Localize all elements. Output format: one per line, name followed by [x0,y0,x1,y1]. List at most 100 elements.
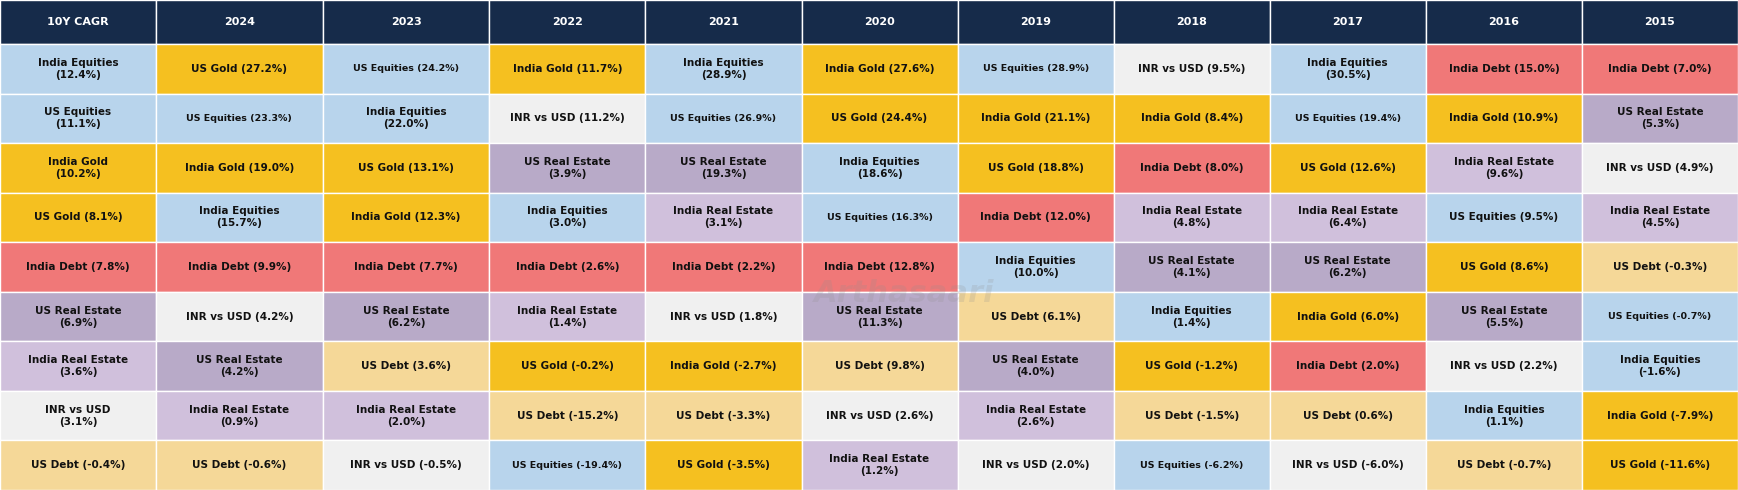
Text: India Equities
(28.9%): India Equities (28.9%) [683,58,763,80]
Text: US Equities (9.5%): US Equities (9.5%) [1449,213,1559,222]
Bar [490,242,645,292]
Bar [323,342,490,391]
Text: INR vs USD (2.0%): INR vs USD (2.0%) [982,460,1090,470]
Bar [1114,342,1270,391]
Bar [1270,0,1425,44]
Bar [156,342,323,391]
Text: INR vs USD (9.5%): INR vs USD (9.5%) [1138,64,1246,74]
Text: India Debt (2.2%): India Debt (2.2%) [671,262,775,272]
Bar [490,94,645,143]
Text: US Gold (24.4%): US Gold (24.4%) [831,113,928,123]
Bar [801,441,958,490]
Bar [958,94,1114,143]
Bar [1270,94,1425,143]
Text: US Debt (-3.3%): US Debt (-3.3%) [676,411,770,421]
Bar [1582,342,1738,391]
Text: INR vs USD (4.2%): INR vs USD (4.2%) [186,312,294,321]
Text: US Gold (8.6%): US Gold (8.6%) [1460,262,1549,272]
Bar [156,193,323,242]
Text: India Gold (8.4%): India Gold (8.4%) [1140,113,1243,123]
Text: India Gold (19.0%): India Gold (19.0%) [184,163,294,173]
Bar [0,391,156,441]
Bar [323,441,490,490]
Text: INR vs USD
(3.1%): INR vs USD (3.1%) [45,405,111,427]
Text: India Gold (-7.9%): India Gold (-7.9%) [1606,411,1714,421]
Bar [1114,193,1270,242]
Text: US Real Estate
(4.1%): US Real Estate (4.1%) [1149,256,1236,278]
Bar [0,94,156,143]
Bar [645,193,801,242]
Text: India Debt (15.0%): India Debt (15.0%) [1448,64,1559,74]
Text: US Debt (-0.3%): US Debt (-0.3%) [1613,262,1707,272]
Text: India Equities
(-1.6%): India Equities (-1.6%) [1620,355,1700,377]
Text: 2019: 2019 [1020,17,1051,27]
Bar [323,143,490,193]
Bar [156,94,323,143]
Text: US Equities (-0.7%): US Equities (-0.7%) [1608,312,1712,321]
Bar [645,0,801,44]
Bar [1582,441,1738,490]
Text: India Real Estate
(9.6%): India Real Estate (9.6%) [1453,157,1554,179]
Text: US Real Estate
(5.3%): US Real Estate (5.3%) [1616,107,1703,129]
Text: 2023: 2023 [391,17,421,27]
Bar [1425,193,1582,242]
Bar [1270,391,1425,441]
Text: 2018: 2018 [1177,17,1208,27]
Text: India Equities
(15.7%): India Equities (15.7%) [200,206,280,228]
Bar [1425,242,1582,292]
Bar [645,342,801,391]
Text: 2016: 2016 [1488,17,1519,27]
Bar [1425,441,1582,490]
Text: India Debt (2.0%): India Debt (2.0%) [1297,361,1399,371]
Text: US Equities
(11.1%): US Equities (11.1%) [45,107,111,129]
Bar [801,193,958,242]
Text: INR vs USD (-6.0%): INR vs USD (-6.0%) [1291,460,1404,470]
Text: US Equities (23.3%): US Equities (23.3%) [186,114,292,123]
Text: US Equities (-6.2%): US Equities (-6.2%) [1140,461,1243,470]
Bar [0,143,156,193]
Bar [1270,441,1425,490]
Text: INR vs USD (2.2%): INR vs USD (2.2%) [1449,361,1557,371]
Text: US Real Estate
(6.9%): US Real Estate (6.9%) [35,306,122,327]
Bar [1425,391,1582,441]
Bar [1114,391,1270,441]
Bar [156,44,323,94]
Text: India Real Estate
(2.6%): India Real Estate (2.6%) [985,405,1086,427]
Text: 2015: 2015 [1644,17,1675,27]
Bar [801,94,958,143]
Text: US Real Estate
(4.2%): US Real Estate (4.2%) [196,355,283,377]
Bar [1425,292,1582,342]
Bar [0,441,156,490]
Text: 2022: 2022 [553,17,582,27]
Bar [1114,0,1270,44]
Text: Arthasaari: Arthasaari [813,279,994,309]
Text: US Debt (-0.7%): US Debt (-0.7%) [1456,460,1550,470]
Bar [323,44,490,94]
Bar [1270,242,1425,292]
Text: India Real Estate
(1.4%): India Real Estate (1.4%) [518,306,617,327]
Bar [1114,441,1270,490]
Bar [958,143,1114,193]
Text: US Debt (-15.2%): US Debt (-15.2%) [516,411,619,421]
Bar [0,193,156,242]
Text: US Gold (13.1%): US Gold (13.1%) [358,163,454,173]
Text: US Debt (3.6%): US Debt (3.6%) [362,361,452,371]
Bar [801,242,958,292]
Bar [156,292,323,342]
Text: India Real Estate
(2.0%): India Real Estate (2.0%) [356,405,455,427]
Text: India Equities
(30.5%): India Equities (30.5%) [1307,58,1389,80]
Text: India Debt (7.0%): India Debt (7.0%) [1608,64,1712,74]
Bar [1270,44,1425,94]
Text: US Real Estate
(4.0%): US Real Estate (4.0%) [992,355,1079,377]
Bar [958,441,1114,490]
Bar [323,391,490,441]
Text: India Real Estate
(1.2%): India Real Estate (1.2%) [829,454,930,476]
Bar [958,44,1114,94]
Bar [645,391,801,441]
Text: INR vs USD (-0.5%): INR vs USD (-0.5%) [349,460,462,470]
Text: India Equities
(12.4%): India Equities (12.4%) [38,58,118,80]
Text: US Real Estate
(3.9%): US Real Estate (3.9%) [525,157,610,179]
Bar [1582,242,1738,292]
Bar [1114,143,1270,193]
Bar [1114,44,1270,94]
